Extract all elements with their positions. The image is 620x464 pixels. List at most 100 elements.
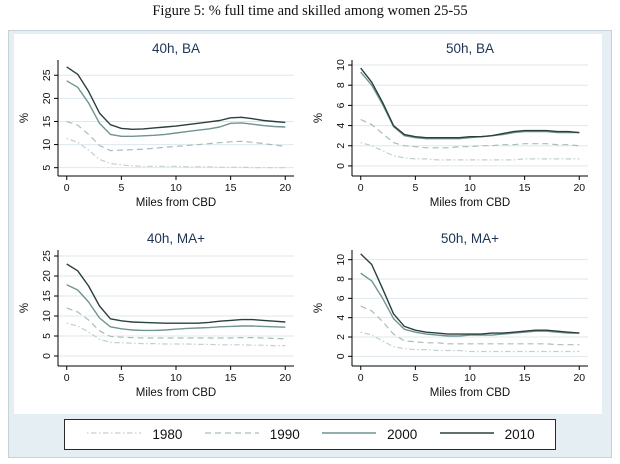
- legend: 1980 1990 2000 2010: [64, 419, 556, 450]
- x-tick-label: 15: [225, 182, 237, 194]
- y-tick-label: 25: [41, 69, 53, 81]
- x-tick-label: 20: [573, 372, 585, 384]
- plots-grid: 5 10 15 20 25 0 5 10 15 20 40h, BA Miles from CBD% …: [14, 34, 602, 414]
- subplot-40h-ma: 0 5 10 15 20 25 0 5 10 15 20 40h, MA+ Miles from CBD…: [14, 224, 308, 414]
- y-tick-label: 6: [335, 295, 347, 301]
- legend-label: 2010: [504, 427, 535, 442]
- y-tick-label: 10: [41, 139, 53, 151]
- x-axis-title: Miles from CBD: [136, 197, 217, 209]
- series-line-1990: [360, 305, 580, 346]
- y-tick-label: 4: [335, 315, 347, 321]
- x-tick-label: 10: [170, 182, 182, 194]
- subplot-50h-ba: 0 2 4 6 8 10 0 5 10 15 20 50h, BA Miles from CBD%: [308, 34, 602, 224]
- legend-entry-1990: 1990: [203, 426, 300, 444]
- y-tick-label: 0: [335, 163, 347, 169]
- x-tick-label: 0: [64, 372, 70, 384]
- x-tick-label: 0: [64, 182, 70, 194]
- series-line-2000: [360, 272, 580, 337]
- series-line-2010: [360, 253, 580, 335]
- legend-label: 2000: [387, 427, 418, 442]
- y-axis-title: %: [313, 303, 325, 313]
- x-tick-label: 15: [225, 372, 237, 384]
- y-tick-label: 2: [335, 143, 347, 149]
- subplot-title: 40h, MA+: [147, 231, 205, 246]
- x-axis-title: Miles from CBD: [430, 197, 511, 209]
- y-axis-title: %: [19, 113, 31, 123]
- series-line-2000: [360, 71, 580, 140]
- legend-sample-svg: [322, 431, 377, 434]
- legend-line-sample-2000: [320, 426, 378, 444]
- y-tick-label: 0: [41, 353, 53, 359]
- y-tick-label: 5: [41, 333, 53, 339]
- y-tick-label: 15: [41, 290, 53, 302]
- series-line-1990: [66, 307, 286, 340]
- figure-title: Figure 5: % full time and skilled among …: [152, 3, 468, 19]
- y-tick-label: 10: [335, 254, 347, 266]
- legend-sample-svg: [439, 431, 494, 434]
- y-tick-label: 25: [41, 250, 53, 262]
- legend-sample-svg: [87, 431, 142, 434]
- series-line-1980: [66, 138, 286, 169]
- series-line-1990: [66, 120, 286, 152]
- y-tick-label: 8: [335, 276, 347, 282]
- x-tick-label: 0: [358, 372, 364, 384]
- x-tick-label: 20: [573, 182, 585, 194]
- subplot-title: 40h, BA: [152, 41, 200, 56]
- x-tick-label: 5: [412, 372, 418, 384]
- x-axis-title: Miles from CBD: [136, 387, 217, 399]
- series-line-2000: [66, 284, 286, 332]
- legend-entry-2010: 2010: [438, 426, 535, 444]
- y-tick-label: 4: [335, 123, 347, 129]
- x-tick-label: 10: [464, 372, 476, 384]
- subplot-40h-ba: 5 10 15 20 25 0 5 10 15 20 40h, BA Miles from CBD%: [14, 34, 308, 224]
- series-line-1980: [66, 322, 286, 347]
- subplot-title: 50h, MA+: [441, 231, 499, 246]
- x-tick-label: 15: [519, 372, 531, 384]
- y-tick-label: 15: [41, 116, 53, 128]
- x-tick-label: 5: [118, 182, 124, 194]
- legend-entry-1980: 1980: [85, 426, 182, 444]
- legend-label: 1980: [152, 427, 183, 442]
- legend-line-sample-1980: [85, 426, 143, 444]
- x-tick-label: 10: [170, 372, 182, 384]
- series-line-2010: [66, 263, 286, 324]
- legend-label: 1990: [269, 427, 300, 442]
- series-line-1980: [360, 331, 580, 353]
- series-line-2000: [66, 80, 286, 138]
- chart-svg: 0 2 4 6 8 10 0 5 10 15 20 50h, MA+ Miles from CBD%: [313, 231, 588, 399]
- y-tick-label: 5: [41, 165, 53, 171]
- figure-region: 5 10 15 20 25 0 5 10 15 20 40h, BA Miles from CBD% …: [8, 30, 612, 458]
- chart-svg: 5 10 15 20 25 0 5 10 15 20 40h, BA Miles from CBD%: [19, 41, 294, 209]
- legend-entry-2000: 2000: [320, 426, 417, 444]
- series-line-2010: [66, 66, 286, 131]
- x-tick-label: 5: [118, 372, 124, 384]
- y-tick-label: 20: [41, 92, 53, 104]
- x-axis-title: Miles from CBD: [430, 387, 511, 399]
- y-tick-label: 10: [335, 59, 347, 71]
- legend-sample-svg: [204, 431, 259, 434]
- subplot-title: 50h, BA: [446, 41, 494, 56]
- y-axis-title: %: [19, 303, 31, 313]
- chart-svg: 0 2 4 6 8 10 0 5 10 15 20 50h, BA Miles from CBD%: [313, 41, 588, 209]
- x-tick-label: 20: [279, 182, 291, 194]
- x-tick-label: 5: [412, 182, 418, 194]
- y-axis-title: %: [313, 113, 325, 123]
- y-tick-label: 20: [41, 270, 53, 282]
- x-tick-label: 15: [519, 182, 531, 194]
- y-tick-label: 6: [335, 102, 347, 108]
- y-tick-label: 8: [335, 82, 347, 88]
- x-tick-label: 20: [279, 372, 291, 384]
- y-tick-label: 10: [41, 310, 53, 322]
- series-line-1990: [360, 118, 580, 149]
- series-line-1980: [360, 142, 580, 161]
- legend-line-sample-2010: [438, 426, 496, 444]
- x-tick-label: 10: [464, 182, 476, 194]
- legend-line-sample-1990: [203, 426, 261, 444]
- subplot-50h-ma: 0 2 4 6 8 10 0 5 10 15 20 50h, MA+ Miles from CBD%: [308, 224, 602, 414]
- y-tick-label: 0: [335, 353, 347, 359]
- series-line-2010: [360, 67, 580, 139]
- chart-svg: 0 5 10 15 20 25 0 5 10 15 20 40h, MA+ Miles from CBD…: [19, 231, 294, 399]
- x-tick-label: 0: [358, 182, 364, 194]
- y-tick-label: 2: [335, 334, 347, 340]
